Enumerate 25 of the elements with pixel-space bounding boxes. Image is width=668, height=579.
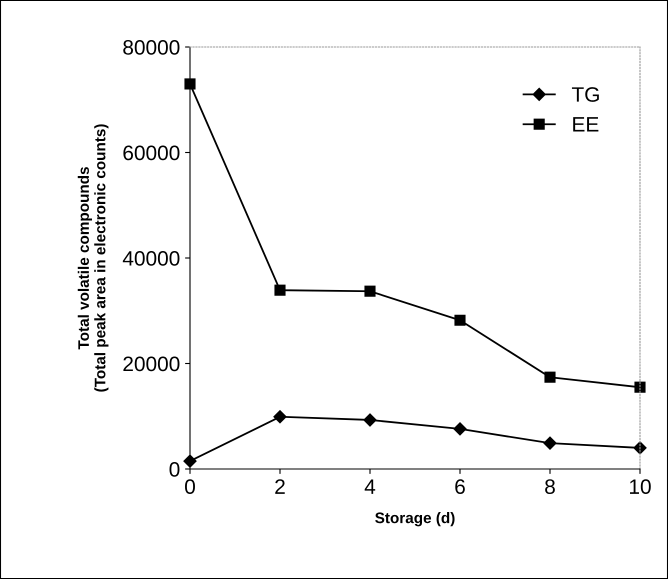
point [364, 286, 376, 297]
x-tick-label: 0 [185, 479, 195, 494]
y-axis-title: Total volatile compounds (Total peak area in electronic counts) [78, 124, 108, 392]
y-tick-label: 80000 [123, 40, 180, 55]
x-tick-label: 4 [364, 479, 376, 494]
x-tick-label: 6 [455, 479, 465, 494]
y-tick-label: 60000 [123, 146, 180, 160]
point [274, 284, 286, 296]
y-tick-label: 20000 [123, 356, 180, 372]
legend-label: EE [573, 117, 598, 132]
point [363, 413, 377, 427]
x-tick-label: 8 [545, 479, 555, 494]
point [273, 410, 287, 424]
y-tick-label: 0 [170, 462, 180, 477]
legend-label: TG [572, 87, 599, 102]
x-tick-label: 10 [630, 479, 651, 494]
point [543, 436, 557, 450]
point [453, 422, 467, 436]
point [454, 314, 466, 326]
point [544, 372, 556, 383]
point [184, 78, 196, 90]
y-tick-label: 40000 [122, 251, 180, 266]
point [634, 382, 646, 393]
x-tick-label: 2 [275, 479, 285, 494]
x-axis-title: Storage (d) [375, 512, 455, 526]
